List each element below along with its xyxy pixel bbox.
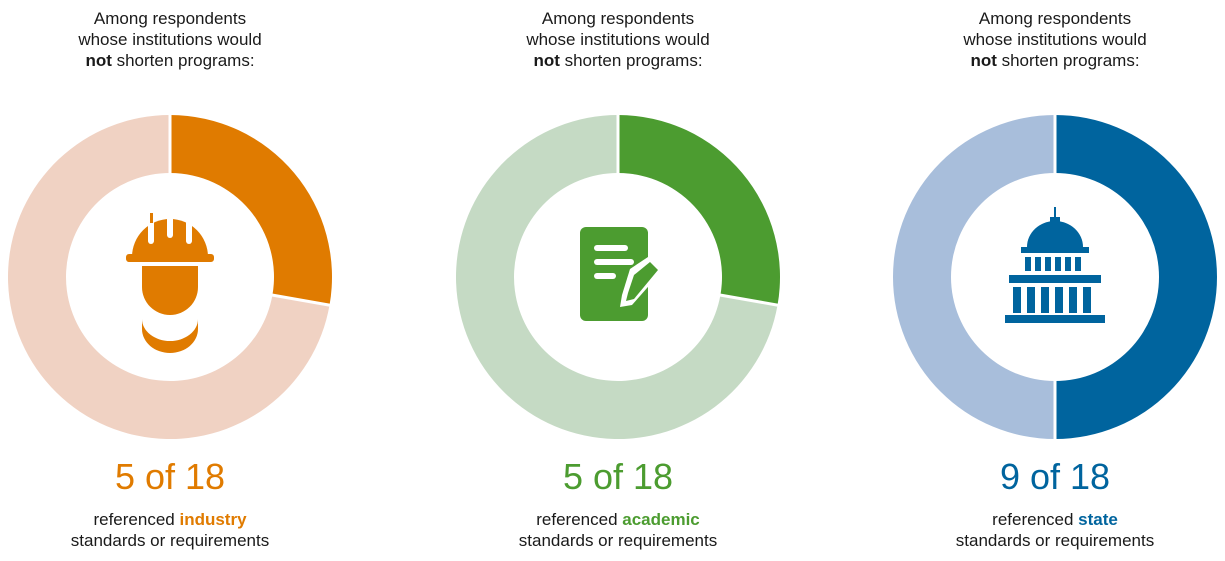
document-pencil-icon: [580, 227, 662, 321]
heading-emphasis: not: [970, 51, 997, 70]
heading-line-2: whose institutions would: [526, 30, 710, 49]
panel-caption: referenced industry standards or require…: [0, 509, 340, 551]
chart-panel-academic: Among respondents whose institutions wou…: [448, 0, 788, 561]
heading-line-1: Among respondents: [978, 9, 1132, 28]
heading-line-3: not shorten programs:: [448, 50, 788, 71]
slice-separator: [270, 293, 332, 307]
chart-panel-industry: Among respondents whose institutions wou…: [0, 0, 340, 561]
caption-line-1: referenced academic: [448, 509, 788, 530]
caption-prefix: referenced: [93, 510, 180, 529]
heading-line-1: Among respondents: [93, 9, 247, 28]
capitol-building-icon: [1005, 207, 1105, 323]
caption-line-2: standards or requirements: [518, 531, 718, 550]
heading-rest: shorten programs:: [111, 51, 255, 70]
caption-line-2: standards or requirements: [70, 531, 270, 550]
donut-slice-referenced: [170, 115, 332, 306]
caption-line-1: referenced state: [885, 509, 1225, 530]
donut-chart-academic: [456, 113, 780, 439]
heading-rest: shorten programs:: [996, 51, 1140, 70]
caption-keyword-industry: industry: [179, 510, 247, 529]
panel-heading: Among respondents whose institutions wou…: [448, 8, 788, 71]
donut-slice-remaining: [8, 115, 330, 439]
caption-line-2: standards or requirements: [955, 531, 1155, 550]
donut-slice-remaining: [456, 115, 778, 439]
stat-value-academic: 5 of 18: [562, 456, 674, 497]
heading-rest: shorten programs:: [559, 51, 703, 70]
heading-line-2: whose institutions would: [78, 30, 262, 49]
caption-keyword-state: state: [1078, 510, 1118, 529]
caption-prefix: referenced: [992, 510, 1079, 529]
stat-value-state: 9 of 18: [999, 456, 1111, 497]
caption-keyword-academic: academic: [622, 510, 700, 529]
caption-line-1: referenced industry: [0, 509, 340, 530]
panel-heading: Among respondents whose institutions wou…: [885, 8, 1225, 71]
panel-caption: referenced academic standards or require…: [448, 509, 788, 551]
donut-chart-industry: [8, 113, 332, 439]
panel-caption: referenced state standards or requiremen…: [885, 509, 1225, 551]
heading-line-1: Among respondents: [541, 9, 695, 28]
heading-emphasis: not: [533, 51, 560, 70]
donut-slice-referenced: [1055, 115, 1217, 439]
donut-slice-referenced: [618, 115, 780, 306]
heading-line-2: whose institutions would: [963, 30, 1147, 49]
donut-chart-state: [892, 113, 1217, 441]
panel-heading: Among respondents whose institutions wou…: [0, 8, 340, 71]
stat-value-industry: 5 of 18: [114, 456, 226, 497]
heading-line-3: not shorten programs:: [0, 50, 340, 71]
heading-emphasis: not: [85, 51, 112, 70]
chart-panel-state: Among respondents whose institutions wou…: [885, 0, 1225, 561]
hard-hat-worker-icon: [126, 212, 214, 353]
donut-slice-remaining: [892, 115, 1055, 439]
caption-prefix: referenced: [536, 510, 623, 529]
heading-line-3: not shorten programs:: [885, 50, 1225, 71]
slice-separator: [718, 293, 780, 307]
